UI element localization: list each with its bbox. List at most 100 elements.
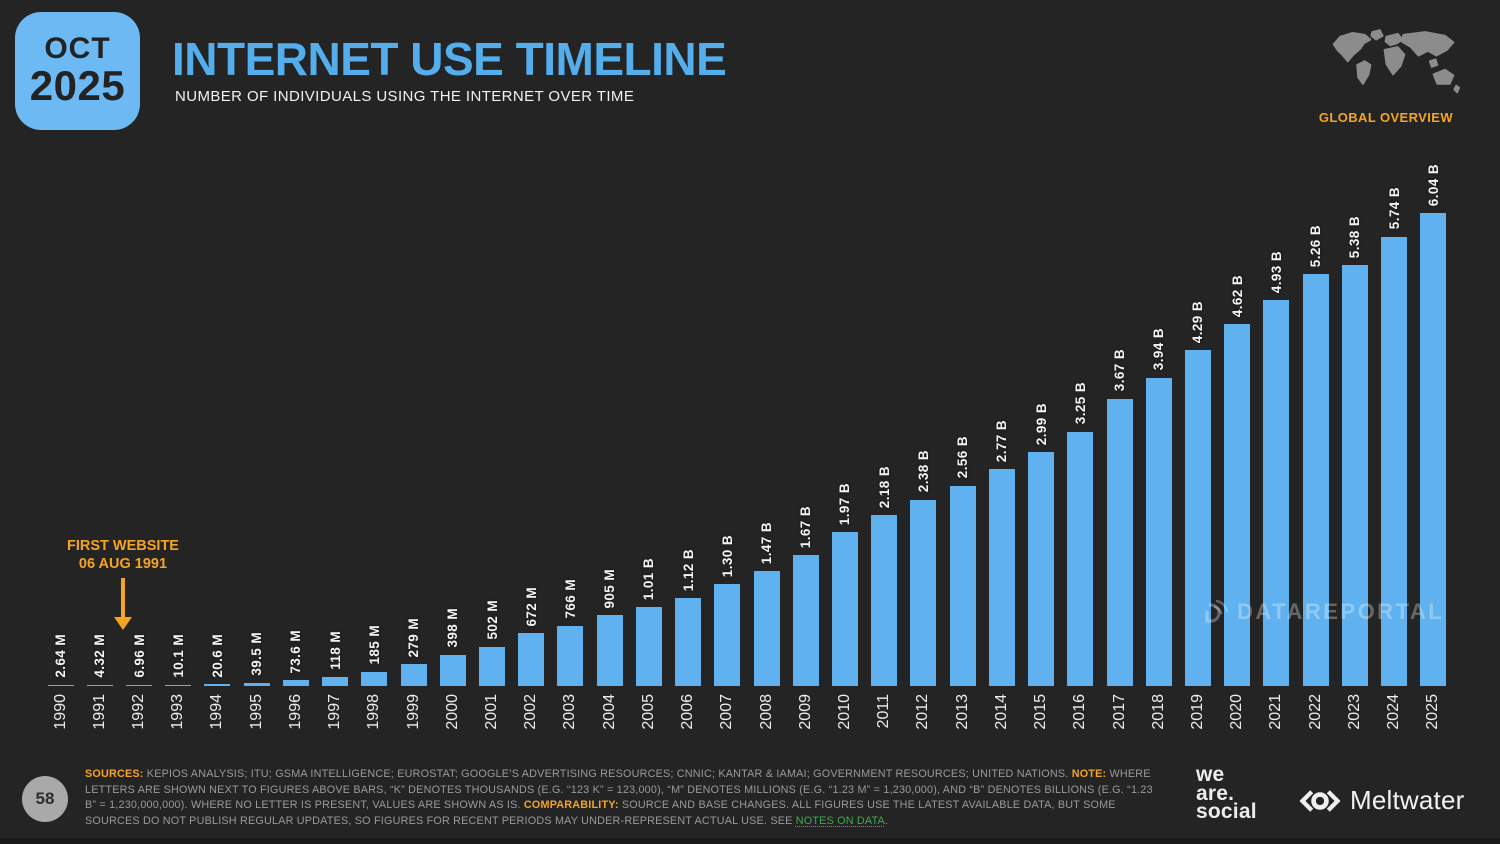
year-label: 2013	[953, 694, 971, 730]
year-cell-2001: 2001	[472, 694, 511, 746]
bar-1997	[322, 676, 349, 686]
bar-2021	[1263, 299, 1290, 686]
bar-slot-2012: 2.38 B	[904, 450, 943, 686]
bar-slot-2018: 3.94 B	[1139, 328, 1178, 686]
footer-text-segment: .	[884, 814, 889, 827]
bar-value-label: 398 M	[445, 608, 461, 648]
year-label: 2021	[1267, 694, 1285, 730]
bar-slot-2014: 2.77 B	[982, 420, 1021, 686]
bar-value-label: 5.26 B	[1308, 224, 1324, 268]
bar-slot-1995: 39.5 M	[237, 632, 276, 686]
bar-slot-1991: 4.32 M	[80, 634, 119, 686]
year-label: 2011	[875, 694, 893, 729]
footer-text-segment: KEPIOS ANALYSIS; ITU; GSMA INTELLIGENCE;…	[143, 768, 1072, 780]
bar-slot-2016: 3.25 B	[1061, 382, 1100, 686]
bar-1994	[204, 684, 231, 686]
bar-slot-2006: 1.12 B	[669, 549, 708, 686]
we-are-social-logo-line: are.	[1196, 781, 1235, 805]
year-cell-2002: 2002	[512, 694, 551, 746]
bar-slot-1990: 2.64 M	[41, 634, 80, 686]
bar-2012	[910, 499, 937, 686]
bar-2007	[714, 584, 741, 686]
year-label: 2020	[1228, 694, 1246, 730]
footer-text-segment: WHERE LETTERS ARE SHOWN NEXT TO FIGURES …	[85, 768, 1153, 812]
bar-2008	[753, 570, 780, 686]
year-cell-1994: 1994	[198, 694, 237, 746]
bar-slot-2000: 398 M	[433, 608, 472, 686]
year-cell-2025: 2025	[1414, 694, 1453, 746]
bar-value-label: 1.12 B	[680, 549, 696, 592]
bar-slot-1996: 73.6 M	[276, 630, 315, 686]
bar-value-label: 4.29 B	[1190, 300, 1206, 343]
year-label: 1990	[51, 694, 69, 730]
year-cell-2008: 2008	[747, 694, 786, 746]
we-are-social-logo-line: social	[1196, 800, 1257, 823]
year-cell-1995: 1995	[237, 694, 276, 746]
first-website-annotation: FIRST WEBSITE 06 AUG 1991	[61, 538, 185, 573]
bar-2000	[439, 654, 466, 686]
year-label: 2025	[1424, 694, 1442, 730]
bar-1995	[243, 682, 270, 686]
year-cell-2005: 2005	[629, 694, 668, 746]
page-number-badge: 58	[22, 776, 68, 822]
bottom-edge-strip	[0, 838, 1500, 844]
year-cell-2012: 2012	[904, 694, 943, 746]
bar-slot-2022: 5.26 B	[1296, 225, 1335, 686]
bar-slot-2004: 905 M	[590, 569, 629, 686]
year-cell-2015: 2015	[1021, 694, 1060, 746]
year-cell-2021: 2021	[1257, 694, 1296, 746]
bar-value-label: 3.67 B	[1112, 349, 1128, 392]
bar-slot-2019: 4.29 B	[1178, 301, 1217, 686]
year-cell-1996: 1996	[276, 694, 315, 746]
world-map-icon	[1328, 26, 1460, 104]
bar-slot-2011: 2.18 B	[865, 466, 904, 686]
year-label: 2022	[1306, 694, 1324, 730]
year-label: 2003	[561, 694, 579, 730]
year-label: 2024	[1385, 694, 1403, 730]
notes-on-data-link[interactable]: NOTES ON DATA	[795, 814, 885, 827]
bar-2003	[557, 626, 584, 686]
bar-2015	[1028, 451, 1055, 686]
bar-slot-1994: 20.6 M	[198, 634, 237, 686]
year-label: 2002	[522, 694, 540, 730]
bar-value-label: 905 M	[602, 568, 618, 609]
bar-value-label: 10.1 M	[170, 634, 186, 678]
year-cell-2016: 2016	[1061, 694, 1100, 746]
year-label: 1992	[130, 694, 148, 730]
year-cell-1997: 1997	[316, 694, 355, 746]
bar-value-label: 1.01 B	[641, 557, 657, 600]
year-label: 2014	[992, 694, 1010, 730]
year-label: 2005	[639, 694, 657, 730]
bar-2011	[871, 515, 898, 686]
bar-1991	[86, 685, 113, 686]
bar-value-label: 2.18 B	[876, 466, 892, 509]
bar-slot-2024: 5.74 B	[1374, 187, 1413, 686]
year-cell-2000: 2000	[433, 694, 472, 746]
year-cell-2024: 2024	[1374, 694, 1413, 746]
bar-2004	[596, 615, 623, 686]
year-label: 2023	[1345, 694, 1363, 730]
year-label: 2012	[914, 694, 932, 730]
bar-value-label: 1.30 B	[719, 535, 735, 578]
meltwater-logo-text: Meltwater	[1350, 785, 1465, 815]
year-label: 2017	[1110, 694, 1128, 730]
year-cell-2017: 2017	[1100, 694, 1139, 746]
bar-2006	[675, 598, 702, 686]
we-are-social-logo: we are. social	[1196, 764, 1257, 823]
year-cell-2004: 2004	[590, 694, 629, 746]
year-cell-1998: 1998	[355, 694, 394, 746]
bar-value-label: 2.99 B	[1033, 402, 1049, 445]
bar-2025	[1420, 213, 1447, 686]
year-cell-2010: 2010	[825, 694, 864, 746]
bar-slot-1999: 279 M	[394, 618, 433, 686]
bar-1993	[165, 685, 192, 686]
year-label: 2008	[757, 694, 775, 730]
annotation-arrow-head	[114, 617, 132, 630]
bar-2010	[831, 531, 858, 686]
year-label: 1998	[365, 694, 383, 730]
year-label: 2009	[796, 694, 814, 730]
bar-value-label: 3.25 B	[1072, 382, 1088, 425]
bar-value-label: 1.67 B	[798, 506, 814, 549]
year-label: 2015	[1032, 694, 1050, 730]
year-label: 1991	[90, 694, 108, 730]
